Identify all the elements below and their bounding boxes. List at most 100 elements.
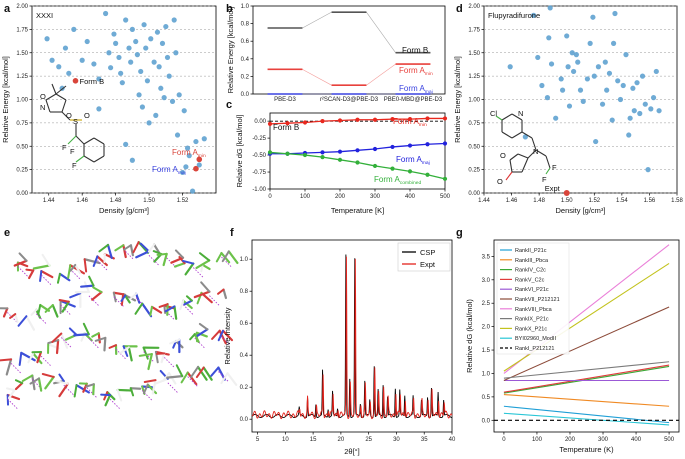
y-tick-label: 3.0 <box>482 278 491 284</box>
stick-bond <box>210 366 220 377</box>
molecule-bond <box>501 131 513 139</box>
category-label: PBE-D3 <box>274 97 296 103</box>
data-point <box>151 59 157 65</box>
data-point <box>531 12 537 18</box>
legend-box <box>397 242 451 272</box>
molecule-bond <box>535 149 547 157</box>
stick-bond <box>198 252 211 262</box>
stick-bond <box>94 336 107 342</box>
data-point <box>154 29 161 35</box>
stick-bond <box>147 352 153 371</box>
y-tick-label: 1.50 <box>16 51 28 57</box>
stick-bond <box>85 383 95 388</box>
data-point <box>656 108 662 114</box>
stick-bond <box>135 292 141 304</box>
highlight-point <box>196 156 203 163</box>
data-point <box>181 108 187 114</box>
stick-bond <box>9 313 17 319</box>
stick-bond <box>21 374 34 383</box>
stick-bond <box>186 371 198 386</box>
molecule-bond <box>501 113 513 121</box>
data-point <box>84 38 90 45</box>
data-point <box>593 138 599 145</box>
series-marker <box>302 152 308 158</box>
hydrogen-bond <box>221 256 232 268</box>
y-tick-label: 1.25 <box>468 74 480 80</box>
data-point <box>164 54 171 61</box>
data-point <box>56 64 62 70</box>
stick-bond <box>98 243 110 253</box>
y-axis-label: Relative dG [kcal/mol] <box>235 115 244 188</box>
data-point <box>591 73 597 79</box>
stick-bond <box>124 294 131 304</box>
stick-bond <box>29 377 40 385</box>
hydrogen-bond <box>219 334 231 346</box>
data-point <box>573 52 579 58</box>
data-point <box>148 36 154 42</box>
x-tick-label: 1.52 <box>588 198 600 204</box>
stick-bond <box>189 333 196 341</box>
hydrogen-bond <box>35 313 47 325</box>
stick-bond <box>138 353 153 357</box>
stick-bond <box>166 375 184 379</box>
y-tick-label: -0.50 <box>252 153 266 159</box>
molecule-bond <box>545 167 551 175</box>
legend-label: RankVI_P21c <box>515 287 549 293</box>
x-tick-label: 400 <box>631 437 642 443</box>
stick-bond <box>41 373 55 378</box>
stick-bond <box>149 305 153 317</box>
atom-label-o: O <box>40 92 46 101</box>
stick-bond <box>97 332 101 344</box>
stick-bond <box>73 333 90 337</box>
molecule-bond <box>511 113 523 121</box>
stick-bond <box>58 298 70 303</box>
connector-line <box>302 11 332 29</box>
molecule-bond <box>511 131 523 139</box>
legend-form-b: Form B <box>402 46 428 55</box>
data-point <box>71 26 77 32</box>
data-point <box>642 101 648 107</box>
data-point <box>553 115 559 121</box>
y-tick-label: 1.0 <box>240 257 249 263</box>
stick-bond <box>44 375 55 390</box>
data-point <box>595 64 602 70</box>
molecule-bond <box>67 135 77 145</box>
data-point <box>634 80 640 86</box>
stick-bond <box>162 372 171 382</box>
stick-bond <box>25 315 36 331</box>
data-point <box>610 40 617 47</box>
stick-bond <box>142 383 149 395</box>
hydrogen-bond <box>7 398 19 410</box>
data-point <box>153 112 159 118</box>
hydrogen-bond <box>163 357 175 368</box>
series-line <box>503 393 670 407</box>
stick-bond <box>104 393 112 407</box>
stick-bond <box>180 371 189 384</box>
data-point <box>565 64 571 70</box>
stick-bond <box>132 241 140 254</box>
stick-bond <box>18 351 23 367</box>
hydrogen-bond <box>17 266 29 277</box>
x-tick-label: 1.50 <box>143 198 155 204</box>
stick-bond <box>20 351 36 362</box>
stick-bond <box>195 331 208 338</box>
y-tick-label: 2.00 <box>16 4 28 10</box>
x-tick-label: 0 <box>268 194 272 200</box>
stick-bond <box>69 263 77 272</box>
y-axis-label: Relative dG (kcal/mol) <box>465 299 474 373</box>
legend-label: RankIV_C2c <box>515 268 546 274</box>
stick-bond <box>184 262 195 276</box>
connector-line <box>302 69 332 86</box>
x-tick-label: 1.48 <box>533 198 545 204</box>
data-point <box>44 36 50 42</box>
y-tick-label: 0.25 <box>468 168 480 174</box>
molecule-bond <box>61 99 67 113</box>
stick-bond <box>151 379 157 395</box>
data-point <box>158 85 164 91</box>
connector-line <box>366 11 396 53</box>
y-tick-label: 0.25 <box>16 168 28 174</box>
stick-bond <box>27 352 35 364</box>
series-marker <box>320 150 325 155</box>
series-marker <box>355 160 360 165</box>
legend-label: Expt <box>420 260 436 269</box>
